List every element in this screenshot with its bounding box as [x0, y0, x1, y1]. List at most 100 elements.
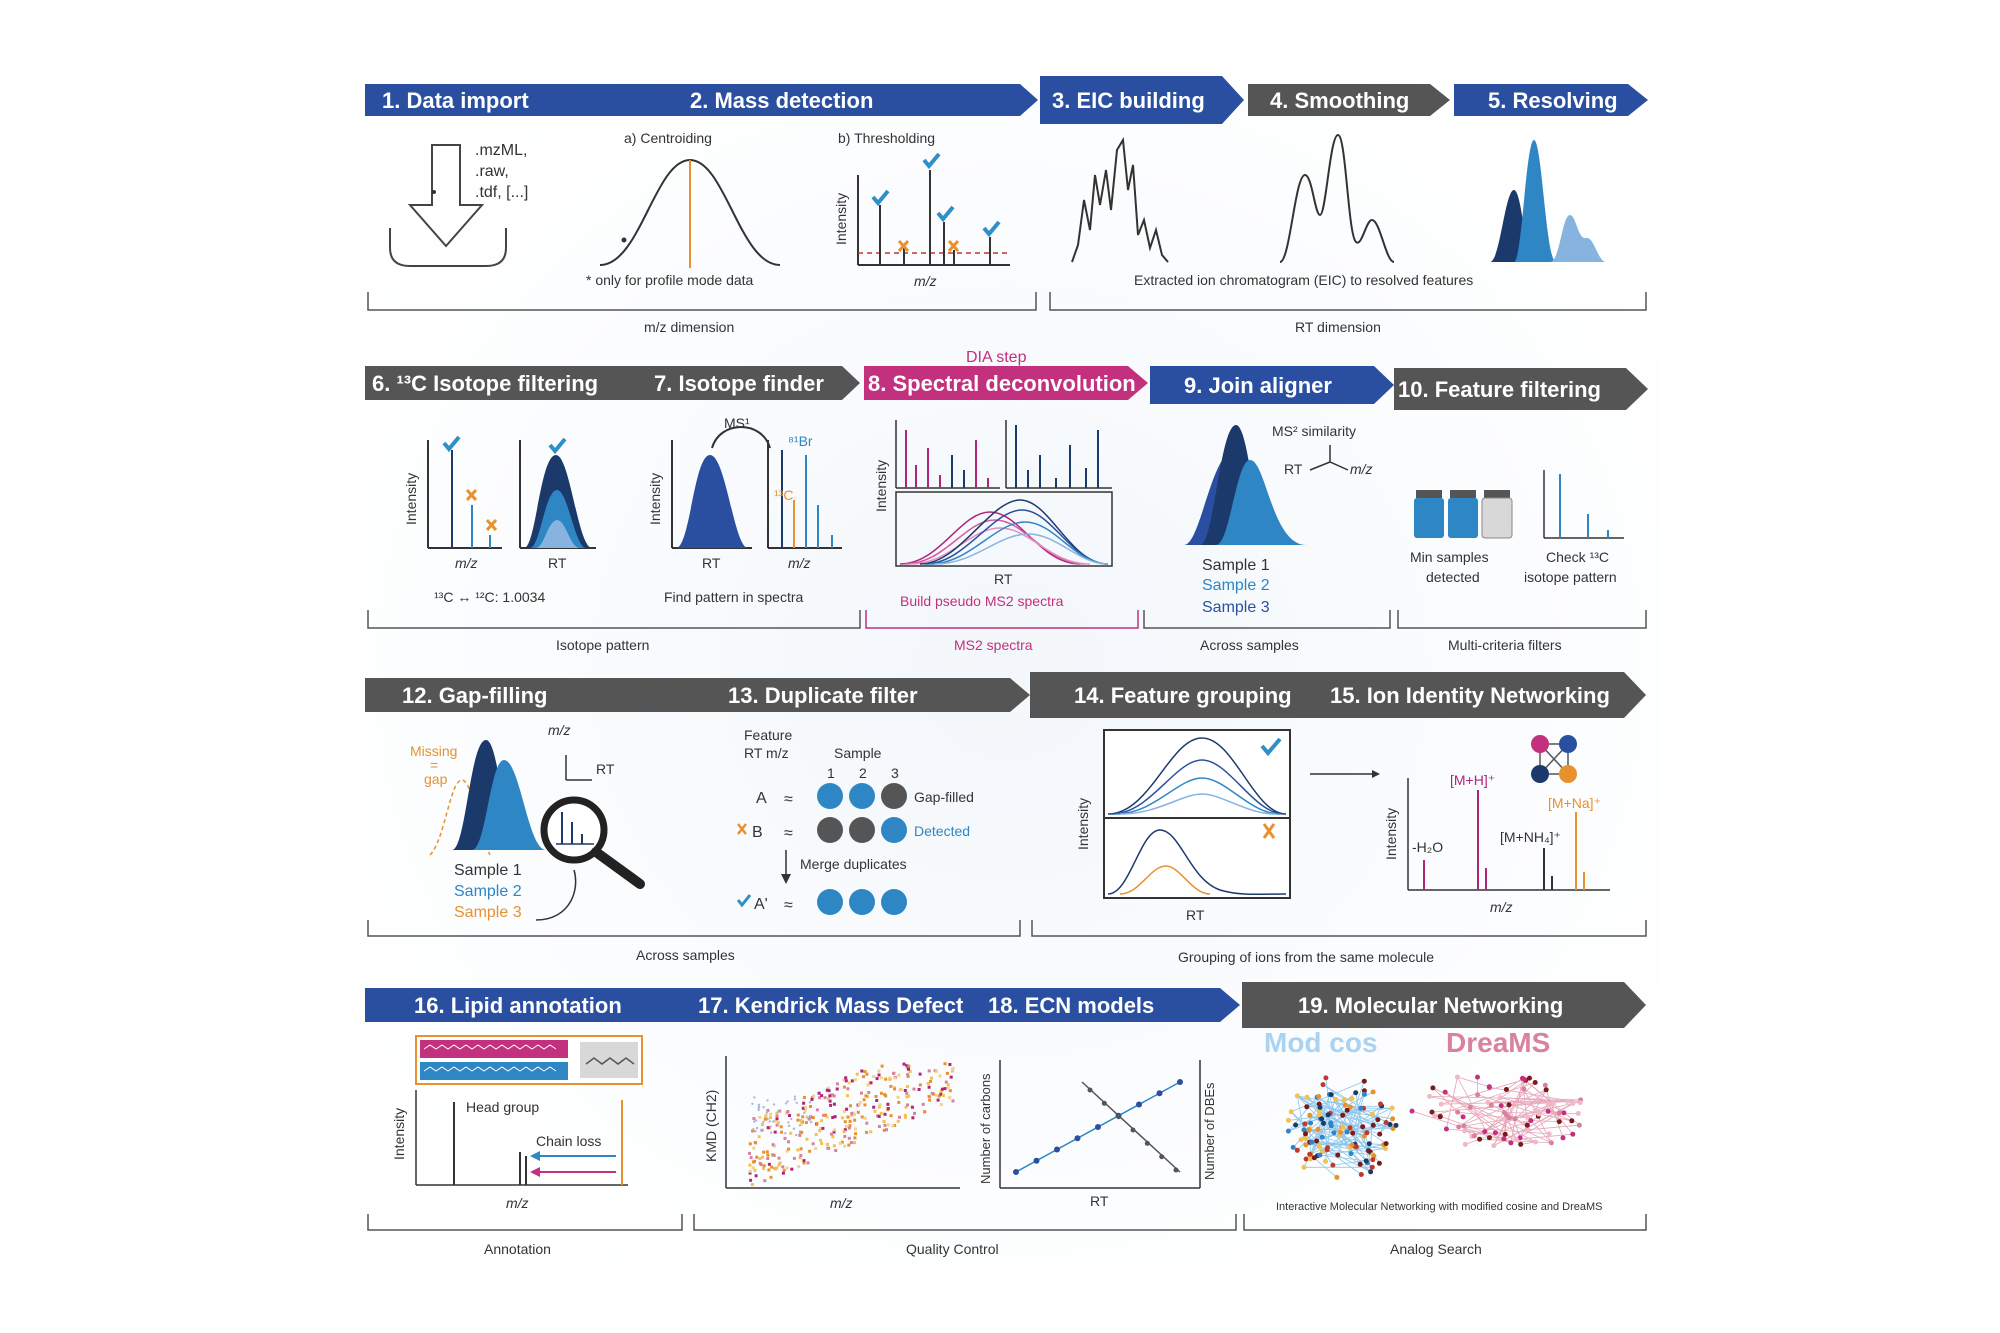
kmd-point — [770, 1131, 773, 1134]
carbons-axis: Number of carbons — [978, 1073, 993, 1184]
kmd-point — [748, 1163, 752, 1167]
network-edge — [1366, 1105, 1382, 1133]
kmd-point — [796, 1113, 800, 1117]
kmd-point — [805, 1137, 809, 1141]
network-node — [1461, 1123, 1467, 1129]
kmd-point — [832, 1102, 836, 1106]
network-node — [1429, 1109, 1435, 1115]
network-node — [1460, 1114, 1466, 1120]
kmd-point — [818, 1127, 822, 1130]
kmd-point — [835, 1087, 839, 1091]
intensity-axis-r4: Intensity — [391, 1108, 407, 1160]
kmd-point — [752, 1146, 756, 1150]
kmd-point — [928, 1095, 931, 1099]
kmd-point — [751, 1166, 755, 1170]
kmd-point — [765, 1150, 769, 1154]
row-b-approx: ≈ — [784, 825, 793, 842]
network-node — [1507, 1115, 1513, 1121]
kmd-point — [752, 1160, 755, 1164]
row-a2-approx: ≈ — [784, 897, 793, 914]
network-node — [1438, 1101, 1444, 1107]
network-node — [1390, 1116, 1396, 1122]
network-node — [1377, 1131, 1383, 1137]
network-edge — [1545, 1089, 1564, 1139]
kmd-point — [883, 1093, 887, 1096]
kmd-point — [877, 1105, 881, 1109]
kmd-point — [853, 1127, 857, 1131]
network-node — [1430, 1085, 1436, 1091]
step-arrow-8 — [864, 366, 1148, 400]
kmd-point — [762, 1164, 766, 1168]
network-node — [1378, 1101, 1383, 1107]
kmd-point — [833, 1128, 836, 1132]
kmd-point — [854, 1132, 858, 1136]
network-edge — [1362, 1126, 1371, 1153]
network-node — [1548, 1140, 1554, 1146]
kmd-point — [826, 1086, 830, 1090]
network-edge — [1309, 1141, 1371, 1153]
kmd-point — [757, 1103, 761, 1107]
kmd-point — [802, 1159, 806, 1163]
kmd-point — [897, 1073, 901, 1077]
kmd-point — [891, 1124, 895, 1128]
gap-sample-3: Sample 3 — [454, 904, 522, 921]
kmd-point — [911, 1116, 915, 1120]
network-edge — [1434, 1082, 1536, 1117]
kmd-point — [809, 1115, 812, 1118]
kmd-point — [811, 1142, 815, 1146]
kmd-point — [930, 1091, 934, 1095]
bracket-analog-label: Analog Search — [1390, 1241, 1482, 1257]
kmd-point — [838, 1141, 842, 1145]
ecn-dbe-point — [1173, 1167, 1179, 1173]
deconvolution-chart — [895, 420, 1113, 567]
bracket-annot-label: Annotation — [484, 1241, 551, 1257]
step-arrow-1-2 — [365, 84, 1038, 116]
kmd-point — [757, 1135, 761, 1139]
threshold-spectrum — [857, 152, 1010, 266]
kmd-point — [939, 1092, 943, 1096]
kmd-point — [755, 1126, 759, 1130]
kmd-point — [882, 1120, 886, 1123]
diagram-background — [360, 70, 1660, 1270]
kmd-point — [884, 1077, 888, 1081]
kmd-point — [853, 1118, 857, 1122]
network-node — [1285, 1117, 1291, 1123]
intensity-axis-r2a: Intensity — [403, 473, 419, 525]
kmd-point — [818, 1096, 821, 1100]
network-node — [1502, 1131, 1508, 1137]
kmd-point — [892, 1071, 896, 1075]
kmd-point — [781, 1171, 785, 1175]
network-edge — [1291, 1080, 1365, 1113]
kmd-point — [825, 1088, 829, 1092]
kmd-point — [789, 1131, 793, 1135]
kmd-point — [860, 1115, 864, 1119]
kmd-point — [776, 1121, 780, 1125]
step-arrow-6-7 — [365, 366, 860, 400]
bracket-annot — [367, 1214, 683, 1231]
network-node — [1304, 1104, 1310, 1110]
network-edge — [1319, 1107, 1393, 1120]
network-node — [1482, 1129, 1488, 1135]
network-edge — [1297, 1095, 1348, 1133]
kmd-point — [912, 1087, 916, 1091]
network-node — [1443, 1126, 1449, 1132]
kmd-point — [903, 1113, 907, 1117]
kmd-point — [775, 1123, 779, 1127]
kmd-point — [766, 1117, 769, 1121]
kmd-point — [777, 1156, 781, 1160]
network-node — [1501, 1136, 1507, 1142]
network-node — [1521, 1086, 1527, 1092]
network-node — [1364, 1130, 1370, 1136]
modcos-network — [1285, 1075, 1399, 1180]
network-node — [1524, 1122, 1530, 1128]
network-edge — [1441, 1077, 1530, 1105]
kmd-point — [751, 1102, 754, 1106]
kmd-point — [799, 1154, 803, 1157]
kmd-point — [899, 1087, 903, 1091]
format-tdf: .tdf, [...] — [475, 184, 528, 201]
network-edge — [1317, 1128, 1394, 1130]
network-node — [1462, 1128, 1468, 1134]
kmd-point — [853, 1141, 856, 1145]
kmd-point — [824, 1113, 828, 1117]
network-node — [1335, 1152, 1341, 1158]
